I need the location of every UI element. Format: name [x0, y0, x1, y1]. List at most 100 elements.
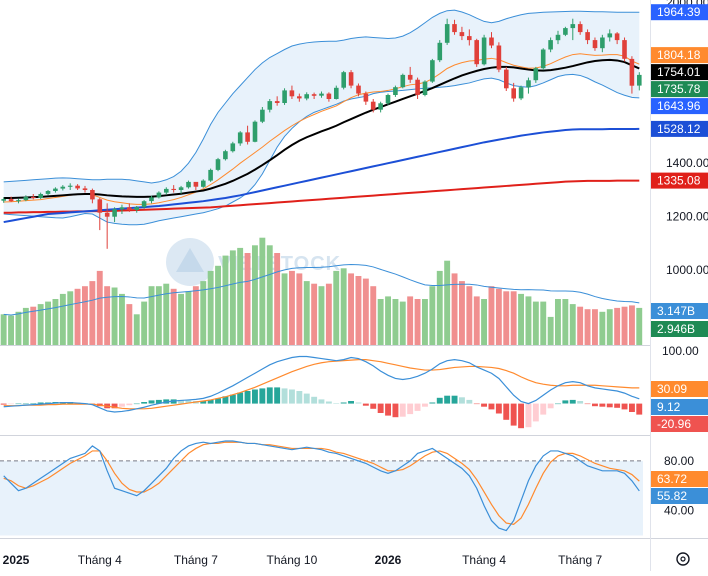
volume-bar[interactable]: [569, 304, 576, 345]
volume-bar[interactable]: [370, 286, 377, 345]
macd-histogram-bar[interactable]: [473, 403, 480, 405]
stochastic-d-line[interactable]: [3, 441, 640, 525]
candle[interactable]: [267, 99, 273, 113]
candle[interactable]: [156, 191, 162, 199]
macd-histogram-bar[interactable]: [569, 399, 576, 404]
volume-bar[interactable]: [22, 307, 29, 345]
candle[interactable]: [31, 194, 36, 200]
macd-histogram-bar[interactable]: [629, 403, 635, 412]
candle[interactable]: [341, 70, 346, 90]
macd-histogram-bar[interactable]: [289, 389, 295, 404]
candle[interactable]: [467, 29, 472, 46]
volume-bar[interactable]: [155, 286, 162, 345]
candle[interactable]: [526, 77, 531, 94]
candle[interactable]: [600, 34, 605, 53]
candle[interactable]: [311, 92, 317, 99]
macd-signal-line[interactable]: [3, 359, 640, 410]
ma-blue-line[interactable]: [3, 127, 640, 224]
macd-histogram-bar[interactable]: [244, 391, 251, 404]
macd-histogram-bar[interactable]: [237, 392, 244, 404]
macd-histogram-bar[interactable]: [281, 388, 288, 404]
macd-histogram-bar[interactable]: [30, 403, 37, 404]
macd-histogram-bar[interactable]: [229, 394, 236, 404]
macd-histogram-bar[interactable]: [325, 401, 332, 404]
macd-histogram-bar[interactable]: [510, 403, 517, 426]
macd-histogram-bar[interactable]: [22, 403, 29, 405]
candle[interactable]: [363, 91, 369, 105]
candle[interactable]: [16, 198, 21, 204]
volume-bar[interactable]: [311, 283, 318, 345]
macd-histogram-bar[interactable]: [303, 393, 310, 404]
candle[interactable]: [489, 32, 494, 49]
candle[interactable]: [555, 30, 561, 45]
volume-bar[interactable]: [229, 250, 236, 345]
candle[interactable]: [45, 190, 51, 196]
candle[interactable]: [385, 93, 391, 105]
macd-histogram-bar[interactable]: [311, 396, 318, 404]
candle[interactable]: [400, 73, 406, 89]
candle[interactable]: [452, 19, 457, 35]
candle[interactable]: [297, 93, 302, 102]
candle[interactable]: [319, 91, 324, 98]
volume-bar[interactable]: [495, 288, 502, 345]
candle[interactable]: [82, 185, 88, 193]
volume-bar[interactable]: [577, 306, 584, 345]
macd-histogram-bar[interactable]: [466, 399, 473, 404]
candle[interactable]: [127, 203, 132, 212]
volume-bar[interactable]: [192, 286, 199, 345]
candle[interactable]: [67, 183, 73, 190]
volume-bar[interactable]: [8, 315, 14, 345]
candle[interactable]: [614, 32, 620, 45]
ma-red-line[interactable]: [3, 179, 640, 214]
price-panel[interactable]: [1, 9, 642, 249]
candle[interactable]: [370, 99, 376, 113]
macd-histogram-bar[interactable]: [385, 403, 391, 416]
macd-histogram-bar[interactable]: [185, 400, 192, 404]
volume-bar[interactable]: [15, 311, 22, 345]
volume-bar[interactable]: [289, 270, 295, 345]
candle[interactable]: [607, 29, 613, 42]
macd-histogram-bar[interactable]: [370, 403, 377, 409]
volume-bar[interactable]: [252, 245, 258, 345]
macd-histogram-bar[interactable]: [562, 400, 569, 404]
macd-histogram-bar[interactable]: [399, 403, 406, 417]
candle[interactable]: [223, 149, 228, 161]
candle[interactable]: [193, 181, 199, 190]
candle[interactable]: [378, 101, 383, 113]
volume-bar[interactable]: [481, 299, 487, 345]
candle[interactable]: [592, 37, 598, 51]
volume-bar[interactable]: [215, 265, 221, 345]
volume-bar[interactable]: [636, 307, 643, 345]
macd-histogram-bar[interactable]: [362, 403, 369, 406]
candle[interactable]: [437, 40, 443, 63]
candle[interactable]: [171, 185, 176, 193]
candle[interactable]: [415, 77, 420, 99]
candle[interactable]: [149, 195, 154, 204]
volume-bar[interactable]: [518, 293, 524, 345]
macd-histogram-bar[interactable]: [532, 403, 539, 422]
candle[interactable]: [474, 38, 479, 67]
macd-histogram-bar[interactable]: [459, 397, 465, 404]
candle[interactable]: [622, 37, 627, 62]
macd-histogram-bar[interactable]: [141, 402, 148, 404]
volume-bar[interactable]: [584, 309, 591, 345]
macd-histogram-bar[interactable]: [0, 403, 7, 405]
volume-bar[interactable]: [429, 286, 436, 345]
volume-bar[interactable]: [82, 286, 88, 345]
macd-histogram-bar[interactable]: [222, 396, 229, 404]
candle[interactable]: [60, 185, 66, 191]
candle[interactable]: [422, 80, 428, 97]
candle[interactable]: [245, 125, 250, 145]
macd-histogram-bar[interactable]: [333, 403, 340, 404]
macd-histogram-bar[interactable]: [621, 403, 628, 410]
macd-histogram-bar[interactable]: [37, 402, 44, 404]
volume-bar[interactable]: [133, 314, 140, 345]
volume-bar[interactable]: [621, 306, 628, 345]
stochastic-k-line[interactable]: [3, 440, 640, 532]
candle[interactable]: [459, 26, 465, 41]
bollinger-lower-line[interactable]: [3, 73, 640, 226]
candle[interactable]: [201, 179, 206, 188]
volume-bar[interactable]: [30, 306, 37, 345]
volume-bar[interactable]: [178, 293, 184, 345]
volume-bar[interactable]: [111, 287, 118, 346]
